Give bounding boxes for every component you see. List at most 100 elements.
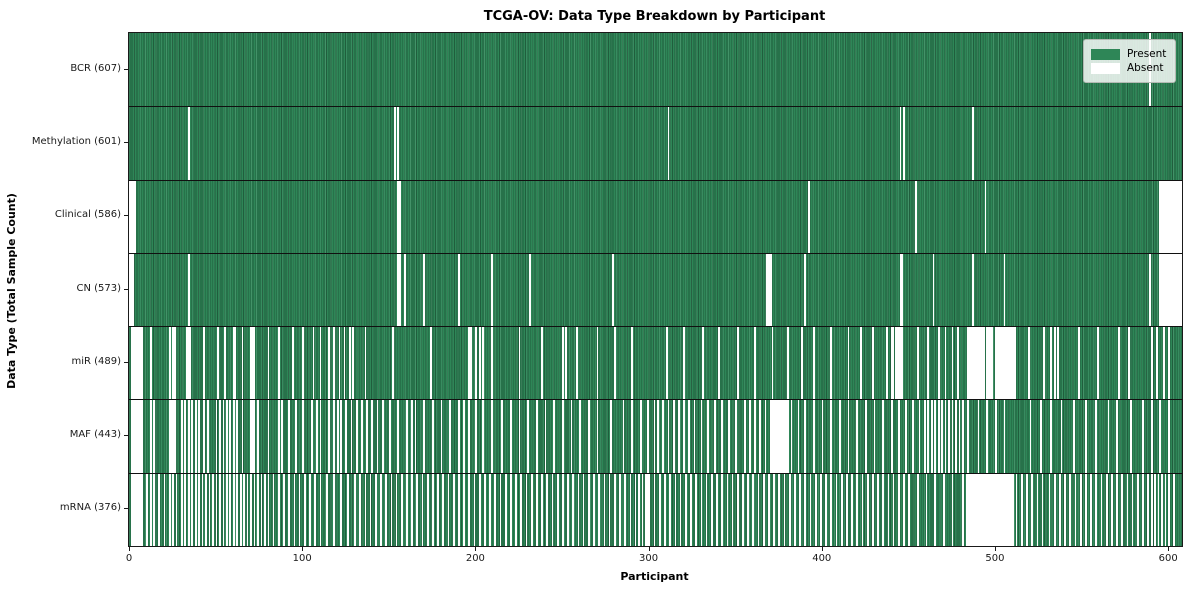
absent-stripe [800, 326, 803, 400]
absent-stripe [717, 326, 720, 400]
absent-stripe [830, 472, 833, 546]
absent-stripe [490, 399, 493, 473]
absent-stripe [129, 252, 131, 327]
absent-stripe [669, 472, 672, 546]
absent-stripe [885, 326, 888, 400]
absent-stripe [977, 472, 980, 546]
absent-stripe [731, 472, 734, 546]
absent-stripe [575, 326, 578, 400]
absent-stripe [667, 399, 670, 473]
absent-stripe [222, 399, 225, 473]
absent-stripe [664, 472, 666, 546]
absent-stripe [191, 399, 194, 473]
absent-stripe [1150, 472, 1153, 546]
absent-stripe [984, 179, 987, 253]
absent-stripe [303, 472, 306, 546]
absent-stripe [977, 326, 980, 400]
absent-stripe [897, 326, 900, 400]
absent-stripe [780, 399, 782, 473]
absent-stripe [1136, 472, 1139, 546]
absent-stripe [135, 399, 138, 473]
absent-stripe [813, 399, 815, 473]
absent-stripe [1178, 252, 1181, 327]
absent-stripe [134, 399, 136, 473]
absent-stripe [596, 399, 599, 473]
absent-stripe [515, 472, 517, 546]
absent-stripe [657, 399, 659, 473]
absent-stripe [250, 399, 252, 473]
x-tick-label: 300 [639, 553, 659, 564]
absent-stripe [302, 326, 304, 400]
absent-stripe [866, 472, 869, 546]
absent-stripe [994, 472, 997, 546]
absent-stripe [241, 326, 244, 400]
absent-stripe [153, 399, 155, 473]
absent-stripe [525, 472, 528, 546]
absent-stripe [982, 472, 985, 546]
absent-stripe [135, 326, 138, 400]
absent-stripe [264, 472, 266, 546]
absent-stripe [861, 472, 864, 546]
absent-stripe [1059, 472, 1061, 546]
absent-stripe [411, 399, 414, 473]
absent-stripe [979, 326, 982, 400]
absent-stripe [996, 326, 999, 400]
absent-stripe [603, 472, 606, 546]
absent-stripe [187, 472, 190, 546]
absent-stripe [520, 472, 523, 546]
absent-stripe [253, 326, 256, 400]
absent-stripe [1039, 399, 1042, 473]
absent-stripe [277, 472, 280, 546]
y-tick-mark [124, 435, 128, 437]
absent-stripe [619, 472, 621, 546]
absent-stripe [236, 399, 239, 473]
absent-stripe [840, 472, 843, 546]
absent-stripe [593, 472, 595, 546]
absent-stripe [981, 472, 983, 546]
y-tick-mark [124, 141, 128, 143]
absent-stripe [130, 472, 133, 546]
absent-stripe [225, 399, 228, 473]
absent-stripe [141, 472, 143, 546]
absent-stripe [598, 472, 601, 546]
absent-stripe [175, 472, 178, 546]
absent-stripe [224, 326, 226, 400]
absent-stripe [328, 399, 330, 473]
absent-stripe [295, 399, 297, 473]
absent-stripe [535, 399, 538, 473]
absent-stripe [587, 399, 590, 473]
absent-stripe [406, 472, 408, 546]
absent-stripe [236, 472, 239, 546]
absent-stripe [974, 326, 976, 400]
absent-stripe [766, 252, 769, 327]
absent-stripe [172, 326, 175, 400]
absent-stripe [168, 472, 171, 546]
absent-stripe [809, 472, 812, 546]
absent-stripe [993, 472, 995, 546]
absent-stripe [340, 399, 342, 473]
absent-stripe [518, 399, 521, 473]
absent-stripe [1173, 179, 1176, 253]
row-CN [129, 252, 1182, 327]
absent-stripe [253, 472, 256, 546]
absent-stripe [385, 472, 388, 546]
absent-stripe [397, 106, 400, 180]
absent-stripe [458, 399, 460, 473]
absent-stripe [901, 252, 904, 327]
absent-stripe [1117, 326, 1120, 400]
absent-stripe [773, 399, 775, 473]
absent-stripe [776, 399, 779, 473]
absent-stripe [700, 472, 703, 546]
absent-stripe [170, 399, 173, 473]
absent-stripe [974, 472, 976, 546]
absent-stripe [700, 399, 703, 473]
absent-stripe [180, 472, 183, 546]
y-tick-label: miR (489) [71, 355, 121, 367]
absent-stripe [754, 326, 756, 400]
absent-stripe [955, 399, 957, 473]
absent-stripe [347, 472, 349, 546]
absent-stripe [137, 399, 140, 473]
absent-stripe [510, 472, 512, 546]
absent-stripe [587, 472, 590, 546]
